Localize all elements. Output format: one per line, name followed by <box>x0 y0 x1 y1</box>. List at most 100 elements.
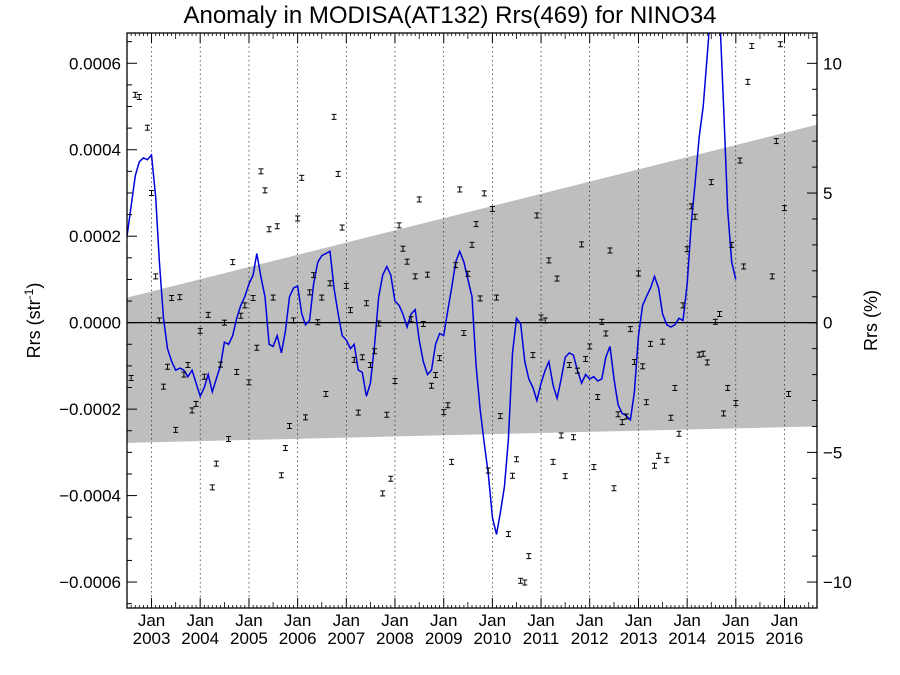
data-point-112 <box>591 464 597 471</box>
x-tick-year-4: 2007 <box>327 629 365 648</box>
data-point-122 <box>631 359 637 366</box>
x-tick-month-4: Jan <box>333 611 360 630</box>
data-point-25 <box>234 368 240 375</box>
x-tick-month-11: Jan <box>673 611 700 630</box>
data-point-65 <box>396 222 402 229</box>
data-point-17 <box>201 373 207 380</box>
x-tick-year-6: 2009 <box>425 629 463 648</box>
x-tick-year-9: 2012 <box>571 629 609 648</box>
data-point-52 <box>343 282 349 289</box>
data-point-152 <box>762 2 767 7</box>
data-point-47 <box>323 390 329 397</box>
data-point-94 <box>518 577 524 584</box>
data-point-63 <box>388 475 394 482</box>
data-point-101 <box>546 257 552 264</box>
data-point-144 <box>721 410 727 417</box>
data-point-148 <box>737 157 743 164</box>
data-point-140 <box>704 359 710 366</box>
data-point-39 <box>291 317 297 324</box>
data-point-53 <box>347 307 353 314</box>
y-axis-label-left: Rrs (str-1) <box>22 283 44 359</box>
data-point-67 <box>404 258 410 265</box>
data-point-131 <box>668 414 674 421</box>
x-tick-month-2: Jan <box>235 611 262 630</box>
x-tick-year-13: 2016 <box>766 629 804 648</box>
data-point-89 <box>494 294 500 301</box>
data-point-116 <box>607 247 613 254</box>
x-tick-month-1: Jan <box>186 611 213 630</box>
data-point-97 <box>530 352 536 359</box>
data-point-62 <box>384 411 390 418</box>
x-tick-year-11: 2014 <box>668 629 706 648</box>
points-layer <box>128 2 792 586</box>
data-point-40 <box>295 215 301 222</box>
data-point-33 <box>266 226 272 233</box>
data-point-147 <box>733 400 739 407</box>
data-point-22 <box>221 319 227 326</box>
data-point-64 <box>392 378 398 385</box>
data-point-42 <box>302 414 308 421</box>
data-point-91 <box>505 531 511 538</box>
data-point-142 <box>712 318 718 325</box>
labels-layer: −0.0006 −0.0004 −0.0002 0.0000 0.0002 0.0004 0… <box>22 54 881 648</box>
data-point-32 <box>262 187 268 194</box>
data-point-123 <box>636 270 642 277</box>
data-point-108 <box>574 367 580 374</box>
data-point-103 <box>554 275 560 282</box>
data-point-107 <box>570 434 576 441</box>
trend-band <box>127 124 817 443</box>
data-point-136 <box>688 203 694 210</box>
data-point-1 <box>132 91 138 98</box>
data-point-141 <box>708 179 714 186</box>
right-tick-label-3: 5 <box>823 184 832 203</box>
data-point-48 <box>327 280 333 287</box>
data-point-6 <box>156 317 162 324</box>
x-tick-month-13: Jan <box>771 611 798 630</box>
data-point-66 <box>400 245 406 252</box>
data-point-138 <box>696 351 702 358</box>
right-tick-label-0: −10 <box>823 573 852 592</box>
data-point-92 <box>510 472 516 479</box>
data-point-60 <box>376 320 382 327</box>
data-point-35 <box>274 223 280 230</box>
x-tick-year-12: 2015 <box>717 629 755 648</box>
data-point-43 <box>307 289 313 296</box>
x-tick-month-10: Jan <box>625 611 652 630</box>
data-point-139 <box>700 350 706 357</box>
data-point-127 <box>651 462 657 469</box>
data-point-36 <box>278 472 284 479</box>
data-point-105 <box>562 473 568 480</box>
x-tick-year-1: 2004 <box>181 629 219 648</box>
x-tick-month-12: Jan <box>722 611 749 630</box>
data-point-71 <box>420 320 426 327</box>
data-point-4 <box>149 189 155 196</box>
data-point-61 <box>380 490 386 497</box>
data-point-84 <box>473 221 479 228</box>
data-point-59 <box>372 348 378 355</box>
data-point-106 <box>566 362 572 369</box>
data-point-80 <box>457 186 463 193</box>
data-point-128 <box>656 452 662 459</box>
data-point-5 <box>153 273 159 280</box>
data-point-104 <box>558 432 564 439</box>
x-tick-month-5: Jan <box>381 611 408 630</box>
data-point-18 <box>205 311 211 318</box>
data-point-126 <box>647 340 653 347</box>
data-point-56 <box>359 354 365 361</box>
data-point-77 <box>445 402 451 409</box>
data-point-70 <box>416 196 422 203</box>
data-point-0 <box>128 375 134 381</box>
data-point-83 <box>469 241 475 248</box>
x-tick-month-9: Jan <box>576 611 603 630</box>
data-point-23 <box>226 435 232 442</box>
data-point-14 <box>189 407 195 414</box>
data-point-29 <box>250 295 256 302</box>
data-point-41 <box>299 174 305 181</box>
data-point-132 <box>672 384 678 391</box>
data-point-82 <box>465 270 471 277</box>
x-tick-year-5: 2008 <box>376 629 414 648</box>
data-point-150 <box>745 78 751 85</box>
data-point-7 <box>161 383 167 390</box>
data-point-11 <box>177 294 183 301</box>
